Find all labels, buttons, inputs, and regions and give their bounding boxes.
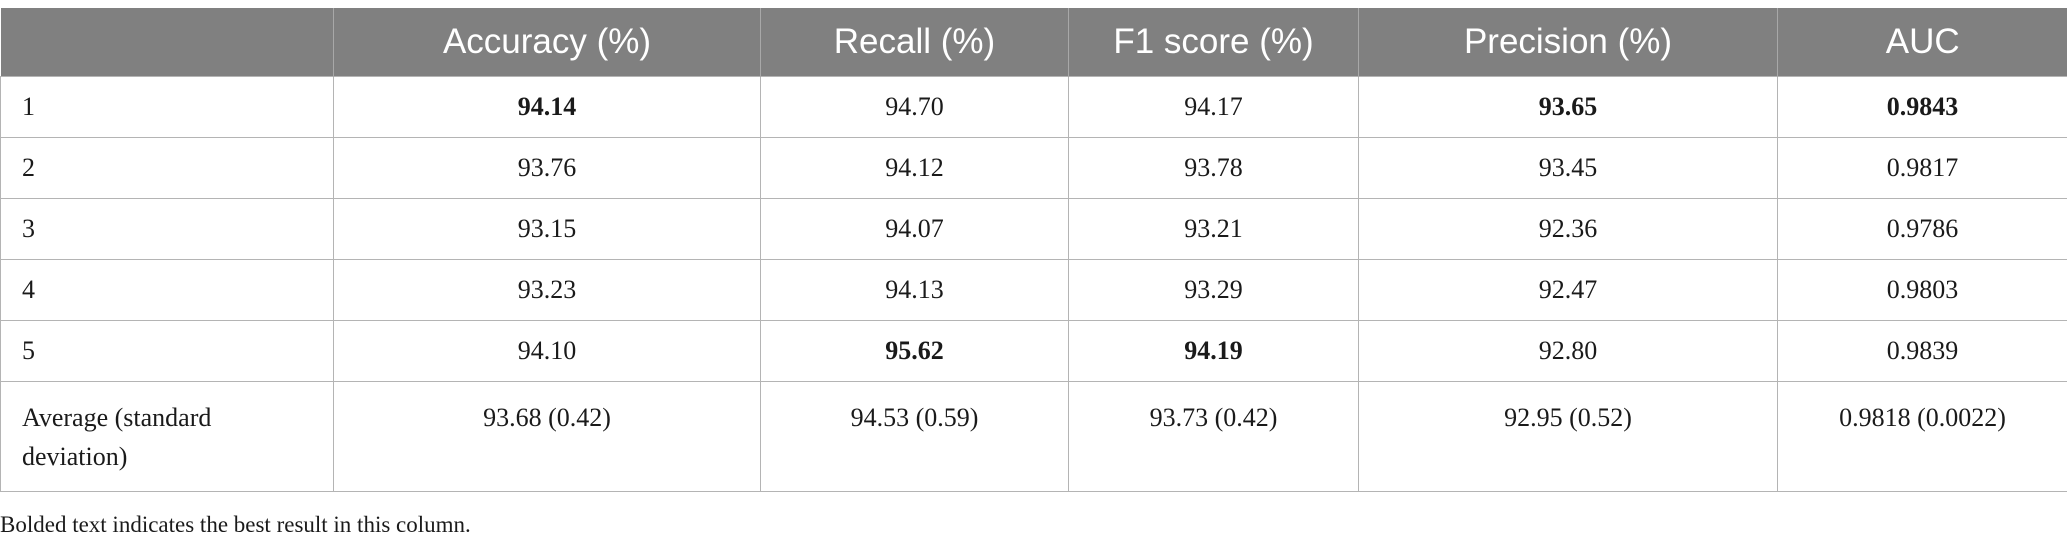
row-label-cell: 1: [0, 76, 334, 138]
table-row: Average (standard deviation) 93.68 (0.42)…: [0, 381, 2067, 492]
table-header: Accuracy (%) Recall (%) F1 score (%) Pre…: [0, 8, 2067, 77]
f1-score-cell: 93.73 (0.42): [1068, 381, 1359, 492]
header-cell-precision: Precision (%): [1358, 8, 1778, 77]
row-label-cell: 5: [0, 320, 334, 382]
auc-cell: 0.9839: [1777, 320, 2067, 382]
row-label-cell: Average (standard deviation): [0, 381, 334, 492]
header-cell-accuracy: Accuracy (%): [333, 8, 761, 77]
accuracy-cell: 93.15: [333, 198, 761, 260]
auc-cell: 0.9818 (0.0022): [1777, 381, 2067, 492]
table-row: 2 93.76 94.12 93.78 93.45 0.9817: [0, 137, 2067, 199]
f1-score-cell: 94.17: [1068, 76, 1359, 138]
f1-score-cell: 94.19: [1068, 320, 1359, 382]
results-table: Accuracy (%) Recall (%) F1 score (%) Pre…: [0, 8, 2067, 492]
accuracy-cell: 93.68 (0.42): [333, 381, 761, 492]
f1-score-cell: 93.29: [1068, 259, 1359, 321]
row-label-cell: 3: [0, 198, 334, 260]
recall-cell: 94.13: [760, 259, 1069, 321]
auc-cell: 0.9843: [1777, 76, 2067, 138]
precision-cell: 92.36: [1358, 198, 1778, 260]
precision-cell: 93.65: [1358, 76, 1778, 138]
row-label-cell: 2: [0, 137, 334, 199]
recall-cell: 94.12: [760, 137, 1069, 199]
table-footnote: Bolded text indicates the best result in…: [0, 512, 471, 537]
accuracy-cell: 94.10: [333, 320, 761, 382]
table-row: 5 94.10 95.62 94.19 92.80 0.9839: [0, 320, 2067, 382]
recall-cell: 94.07: [760, 198, 1069, 260]
precision-cell: 92.47: [1358, 259, 1778, 321]
auc-cell: 0.9803: [1777, 259, 2067, 321]
results-table-container: Accuracy (%) Recall (%) F1 score (%) Pre…: [0, 8, 2067, 492]
recall-cell: 94.53 (0.59): [760, 381, 1069, 492]
f1-score-cell: 93.21: [1068, 198, 1359, 260]
table-row: 4 93.23 94.13 93.29 92.47 0.9803: [0, 259, 2067, 321]
header-cell-recall: Recall (%): [760, 8, 1069, 77]
row-label-cell: 4: [0, 259, 334, 321]
header-row: Accuracy (%) Recall (%) F1 score (%) Pre…: [0, 8, 2067, 77]
recall-cell: 95.62: [760, 320, 1069, 382]
header-cell-f1-score: F1 score (%): [1068, 8, 1359, 77]
f1-score-cell: 93.78: [1068, 137, 1359, 199]
auc-cell: 0.9817: [1777, 137, 2067, 199]
accuracy-cell: 94.14: [333, 76, 761, 138]
table-row: 3 93.15 94.07 93.21 92.36 0.9786: [0, 198, 2067, 260]
precision-cell: 92.95 (0.52): [1358, 381, 1778, 492]
accuracy-cell: 93.76: [333, 137, 761, 199]
table-row: 1 94.14 94.70 94.17 93.65 0.9843: [0, 76, 2067, 138]
precision-cell: 93.45: [1358, 137, 1778, 199]
recall-cell: 94.70: [760, 76, 1069, 138]
header-cell-row-label: [0, 8, 334, 77]
auc-cell: 0.9786: [1777, 198, 2067, 260]
header-cell-auc: AUC: [1777, 8, 2067, 77]
accuracy-cell: 93.23: [333, 259, 761, 321]
table-body: 1 94.14 94.70 94.17 93.65 0.9843 2 93.76 94.12 93…: [0, 76, 2067, 492]
precision-cell: 92.80: [1358, 320, 1778, 382]
